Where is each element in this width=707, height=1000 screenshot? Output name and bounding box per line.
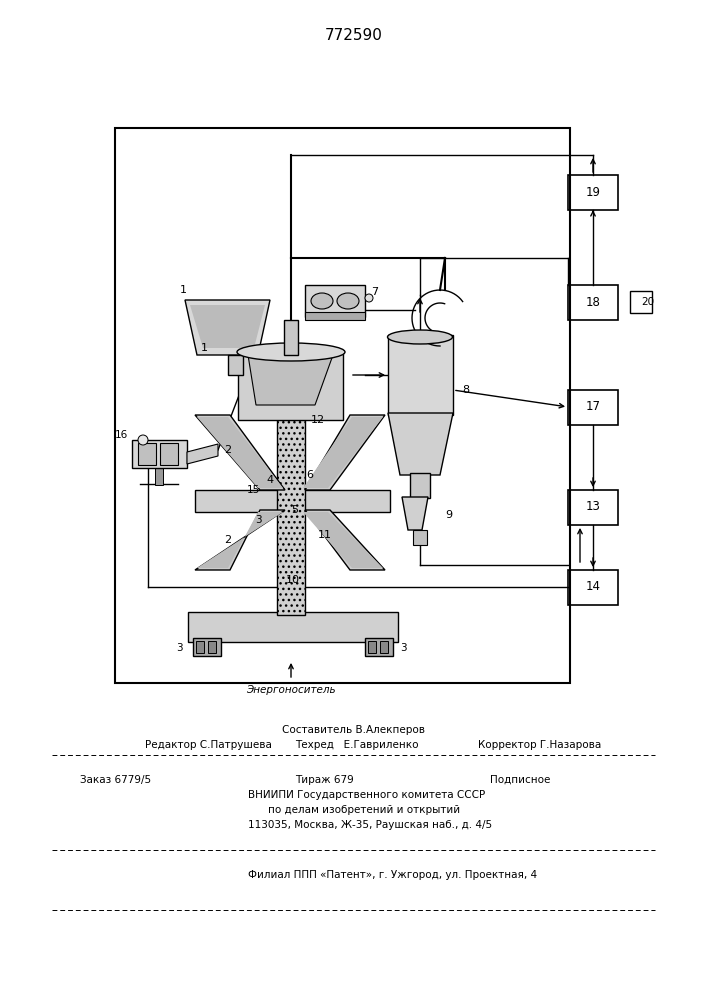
Text: 772590: 772590 xyxy=(325,27,383,42)
Bar xyxy=(277,405,305,615)
Text: 113035, Москва, Ж-35, Раушская наб., д. 4/5: 113035, Москва, Ж-35, Раушская наб., д. … xyxy=(248,820,492,830)
Text: 13: 13 xyxy=(585,500,600,514)
Bar xyxy=(388,335,453,415)
Ellipse shape xyxy=(337,293,359,309)
Polygon shape xyxy=(187,444,218,464)
Bar xyxy=(132,440,187,468)
Bar xyxy=(284,320,298,355)
Bar xyxy=(155,467,163,485)
Bar xyxy=(568,285,618,320)
Polygon shape xyxy=(197,417,283,488)
Ellipse shape xyxy=(387,330,452,344)
Bar xyxy=(568,570,618,605)
Text: 19: 19 xyxy=(585,186,600,198)
Text: 14: 14 xyxy=(585,580,600,593)
Polygon shape xyxy=(388,413,453,475)
Bar xyxy=(410,473,430,498)
Text: 6: 6 xyxy=(307,470,313,480)
Bar xyxy=(630,291,652,313)
Polygon shape xyxy=(195,510,285,570)
Bar xyxy=(195,490,390,512)
Text: 1: 1 xyxy=(201,343,208,353)
Bar xyxy=(568,490,618,525)
Bar xyxy=(115,128,570,683)
Text: Составитель В.Алекперов: Составитель В.Алекперов xyxy=(283,725,426,735)
Text: Техред   Е.Гавриленко: Техред Е.Гавриленко xyxy=(295,740,419,750)
Bar xyxy=(380,641,388,653)
Polygon shape xyxy=(195,415,285,490)
Text: 18: 18 xyxy=(585,296,600,308)
Bar xyxy=(188,612,398,642)
Text: Энергоноситель: Энергоноситель xyxy=(246,685,336,695)
Text: 16: 16 xyxy=(115,430,128,440)
Ellipse shape xyxy=(311,293,333,309)
Text: 4: 4 xyxy=(267,475,274,485)
Bar xyxy=(193,638,221,656)
Polygon shape xyxy=(402,497,428,530)
Bar xyxy=(568,175,618,210)
Bar xyxy=(138,443,156,465)
Polygon shape xyxy=(305,415,385,490)
Text: ВНИИПИ Государственного комитета СССР: ВНИИПИ Государственного комитета СССР xyxy=(248,790,485,800)
Text: 7: 7 xyxy=(371,287,378,297)
Text: 5: 5 xyxy=(291,505,298,515)
Text: Корректор Г.Назарова: Корректор Г.Назарова xyxy=(478,740,601,750)
Bar xyxy=(160,443,178,465)
Bar xyxy=(208,641,216,653)
Text: 3: 3 xyxy=(255,515,262,525)
Bar xyxy=(413,530,427,545)
Text: Заказ 6779/5: Заказ 6779/5 xyxy=(80,775,151,785)
Text: 20: 20 xyxy=(641,297,655,307)
Text: 3: 3 xyxy=(399,643,407,653)
Text: 12: 12 xyxy=(311,415,325,425)
Text: 1: 1 xyxy=(180,285,187,295)
Text: 11: 11 xyxy=(318,530,332,540)
Polygon shape xyxy=(303,512,383,568)
Text: 17: 17 xyxy=(585,400,600,414)
Text: 8: 8 xyxy=(462,385,469,395)
Bar xyxy=(368,641,376,653)
Polygon shape xyxy=(197,512,283,568)
Bar xyxy=(365,638,393,656)
Text: по делам изобретений и открытий: по делам изобретений и открытий xyxy=(268,805,460,815)
Circle shape xyxy=(138,435,148,445)
Bar xyxy=(305,312,365,320)
Text: Тираж 679: Тираж 679 xyxy=(295,775,354,785)
Text: 2: 2 xyxy=(224,535,232,545)
Text: Подписное: Подписное xyxy=(490,775,550,785)
Polygon shape xyxy=(185,300,270,355)
Text: 10: 10 xyxy=(286,575,300,585)
Polygon shape xyxy=(305,510,385,570)
Circle shape xyxy=(365,294,373,302)
Bar xyxy=(305,285,365,317)
Bar xyxy=(238,350,343,420)
Bar xyxy=(196,641,204,653)
Bar xyxy=(228,355,243,375)
Bar xyxy=(568,390,618,425)
Text: 9: 9 xyxy=(445,510,452,520)
Polygon shape xyxy=(303,417,383,488)
Text: 2: 2 xyxy=(224,445,232,455)
Polygon shape xyxy=(190,305,265,348)
Text: Филиал ППП «Патент», г. Ужгород, ул. Проектная, 4: Филиал ППП «Патент», г. Ужгород, ул. Про… xyxy=(248,870,537,880)
Text: 15: 15 xyxy=(247,485,260,495)
Ellipse shape xyxy=(237,343,345,361)
Polygon shape xyxy=(248,355,333,405)
Text: 3: 3 xyxy=(175,643,182,653)
Text: Редактор С.Патрушева: Редактор С.Патрушева xyxy=(145,740,272,750)
